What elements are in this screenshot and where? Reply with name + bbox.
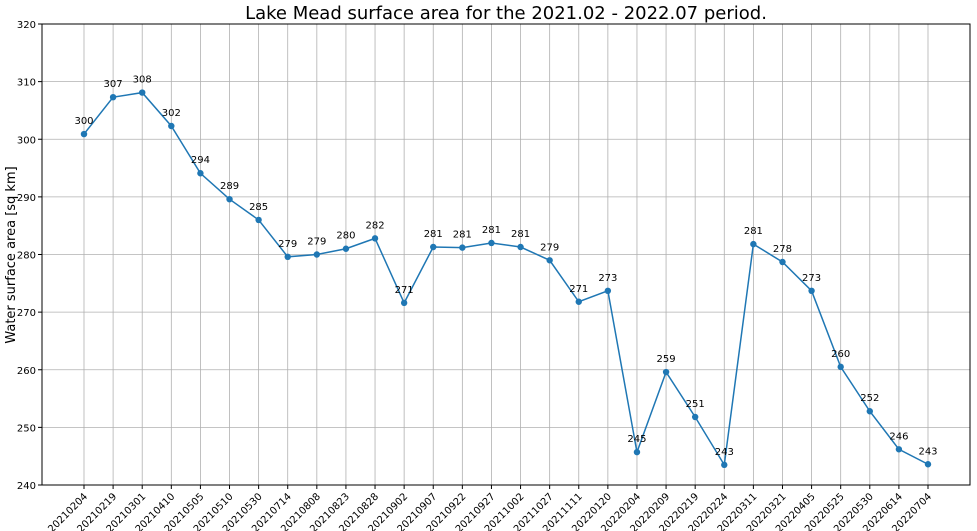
data-point bbox=[633, 448, 641, 456]
data-point bbox=[313, 251, 321, 258]
data-point bbox=[342, 245, 350, 252]
data-point bbox=[604, 287, 612, 295]
data-label: 246 bbox=[889, 431, 908, 442]
data-point bbox=[808, 287, 815, 295]
data-label: 281 bbox=[482, 225, 501, 236]
data-point bbox=[371, 235, 379, 242]
data-label: 308 bbox=[133, 75, 152, 86]
data-point bbox=[168, 122, 175, 130]
data-label: 278 bbox=[773, 244, 792, 255]
data-point bbox=[284, 253, 291, 261]
data-point bbox=[226, 195, 233, 203]
data-point bbox=[139, 89, 146, 96]
data-label: 281 bbox=[453, 230, 472, 241]
data-point bbox=[750, 240, 757, 248]
y-tick-label: 280 bbox=[17, 251, 36, 262]
y-tick-label: 310 bbox=[17, 78, 36, 89]
plot-area bbox=[41, 23, 971, 486]
data-point bbox=[80, 130, 88, 138]
data-point bbox=[837, 363, 844, 371]
y-tick-label: 270 bbox=[17, 308, 36, 319]
data-label: 273 bbox=[802, 273, 821, 284]
data-point bbox=[488, 239, 495, 247]
data-point bbox=[459, 244, 466, 251]
y-tick-label: 320 bbox=[17, 20, 36, 31]
data-label: 300 bbox=[74, 116, 93, 127]
data-label: 273 bbox=[598, 273, 617, 284]
data-label: 281 bbox=[424, 229, 443, 240]
data-label: 260 bbox=[831, 349, 850, 360]
data-label: 279 bbox=[307, 237, 326, 248]
data-label: 285 bbox=[249, 202, 268, 213]
data-label: 252 bbox=[860, 393, 879, 404]
data-point bbox=[662, 368, 670, 376]
data-label: 307 bbox=[104, 79, 123, 90]
data-point bbox=[517, 243, 524, 251]
data-label: 294 bbox=[191, 155, 210, 166]
data-point bbox=[546, 257, 553, 264]
data-point bbox=[197, 170, 204, 177]
data-label: 281 bbox=[511, 229, 530, 240]
chart-title: Lake Mead surface area for the 2021.02 -… bbox=[245, 3, 767, 24]
data-label: 259 bbox=[657, 354, 676, 365]
data-label: 251 bbox=[686, 399, 705, 410]
data-point bbox=[430, 243, 437, 251]
data-label: 271 bbox=[395, 285, 414, 296]
data-point bbox=[779, 258, 786, 266]
data-label: 271 bbox=[569, 284, 588, 295]
y-tick-label: 300 bbox=[17, 135, 36, 146]
data-label: 243 bbox=[715, 447, 734, 458]
data-point bbox=[575, 298, 582, 305]
data-point bbox=[691, 413, 699, 421]
y-axis-label: Water surface area [sq km] bbox=[4, 166, 19, 343]
data-label: 245 bbox=[627, 434, 646, 445]
y-tick-label: 240 bbox=[17, 481, 36, 492]
data-point bbox=[866, 408, 873, 415]
series-line bbox=[83, 91, 929, 468]
data-label: 289 bbox=[220, 181, 239, 192]
data-label: 243 bbox=[918, 446, 937, 457]
data-point bbox=[400, 299, 408, 307]
data-label: 281 bbox=[744, 226, 763, 237]
data-point bbox=[721, 461, 728, 469]
data-point bbox=[924, 461, 932, 468]
y-tick-label: 290 bbox=[17, 193, 36, 204]
data-point bbox=[109, 93, 117, 101]
data-point bbox=[895, 446, 903, 453]
y-tick-label: 260 bbox=[17, 366, 36, 377]
data-point bbox=[255, 216, 262, 224]
data-label: 279 bbox=[278, 239, 297, 250]
y-tick-label: 250 bbox=[17, 423, 36, 434]
data-label: 280 bbox=[336, 231, 355, 242]
data-label: 282 bbox=[365, 220, 384, 231]
data-label: 302 bbox=[162, 108, 181, 119]
data-label: 279 bbox=[540, 242, 559, 253]
